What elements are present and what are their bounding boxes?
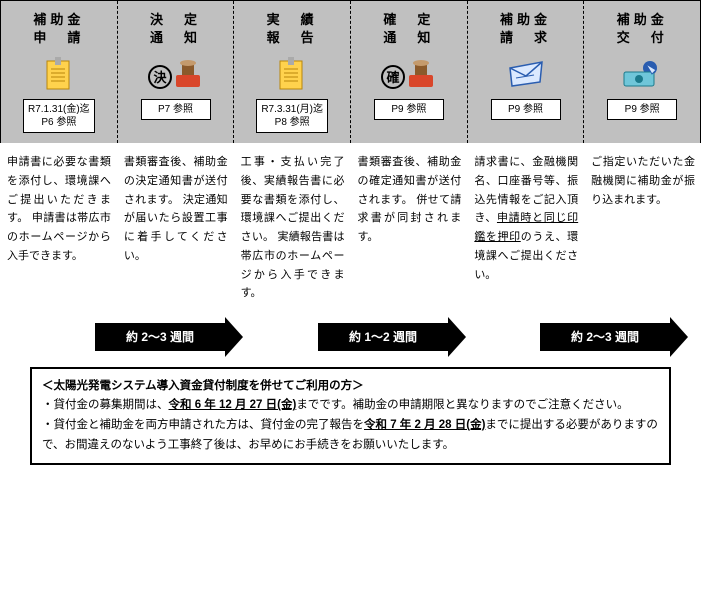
- duration-arrow-1: 約 1～2 週間: [318, 323, 448, 351]
- note-box: ＜太陽光発電システム導入資金貸付制度を併せてご利用の方＞ ・貸付金の募集期間は、…: [30, 367, 671, 465]
- ref-box: R7.1.31(金)迄 P6 参照: [23, 99, 95, 133]
- process-flow-container: 補助金 申 請 R7.1.31(金)迄 P6 参照 決 定 通 知決 P7 参照 実 績…: [0, 0, 701, 465]
- note-title: ＜太陽光発電システム導入資金貸付制度を併せてご利用の方＞: [42, 377, 659, 397]
- step-head-4: 補助金 請 求 P9 参照: [467, 1, 584, 143]
- step-desc-0: 申請書に必要な書類を添付し、環境課へご提出いただきます。 申請書は帯広市のホーム…: [0, 143, 117, 313]
- step-title: 決 定 通 知: [150, 11, 201, 47]
- ref-box: P9 参照: [491, 99, 561, 120]
- step-title: 確 定 通 知: [383, 11, 434, 47]
- step-desc-3: 書類審査後、補助金の確定通知書が送付されます。 併せて請求書が同封されます。: [350, 143, 467, 313]
- note-line-2: ・貸付金と補助金を両方申請された方は、貸付金の完了報告を令和 7 年 2 月 2…: [42, 416, 659, 455]
- step-head-2: 実 績 報 告 R7.3.31(月)迄 P8 参照: [233, 1, 350, 143]
- duration-arrow-0: 約 2～3 週間: [95, 323, 225, 351]
- step-title: 補助金 交 付: [617, 11, 668, 47]
- arrows-row: 約 2～3 週間 約 1～2 週間 約 2～3 週間: [0, 317, 701, 357]
- ref-box: P7 参照: [141, 99, 211, 120]
- duration-arrow-2: 約 2～3 週間: [540, 323, 670, 351]
- step-desc-1: 書類審査後、補助金の決定通知書が送付されます。 決定通知が届いたら設置工事に着手…: [117, 143, 234, 313]
- money-icon: [620, 55, 664, 93]
- ref-box: P9 参照: [607, 99, 677, 120]
- step-desc-2: 工事・支払い完了後、実績報告書に必要な書類を添付し、環境課へご提出ください。 実…: [234, 143, 351, 313]
- ref-box: P9 参照: [374, 99, 444, 120]
- ref-box: R7.3.31(月)迄 P8 参照: [256, 99, 328, 133]
- note-line-1: ・貸付金の募集期間は、令和 6 年 12 月 27 日(金)までです。補助金の申…: [42, 396, 659, 416]
- doc-icon: [45, 55, 73, 93]
- stamp-kakutei-icon: 確: [381, 55, 437, 93]
- stamp-kettei-icon: 決: [148, 55, 204, 93]
- svg-text:決: 決: [153, 70, 167, 85]
- svg-text:確: 確: [386, 70, 399, 85]
- step-head-5: 補助金 交 付 P9 参照: [583, 1, 701, 143]
- step-desc-5: ご指定いただいた金融機関に補助金が振り込まれます。: [584, 143, 701, 313]
- step-title: 補助金 請 求: [500, 11, 551, 47]
- step-head-3: 確 定 通 知確 P9 参照: [350, 1, 467, 143]
- step-title: 実 績 報 告: [267, 11, 318, 47]
- step-desc-4: 請求書に、金融機関名、口座番号等、振込先情報をご記入頂き、申請時と同じ印鑑を押印…: [467, 143, 584, 313]
- doc-icon: [278, 55, 306, 93]
- envelope-icon: [506, 55, 546, 93]
- steps-desc-row: 申請書に必要な書類を添付し、環境課へご提出いただきます。 申請書は帯広市のホーム…: [0, 143, 701, 313]
- step-title: 補助金 申 請: [33, 11, 84, 47]
- step-head-0: 補助金 申 請 R7.1.31(金)迄 P6 参照: [0, 1, 117, 143]
- step-head-1: 決 定 通 知決 P7 参照: [117, 1, 234, 143]
- steps-header-row: 補助金 申 請 R7.1.31(金)迄 P6 参照 決 定 通 知決 P7 参照 実 績…: [0, 0, 701, 143]
